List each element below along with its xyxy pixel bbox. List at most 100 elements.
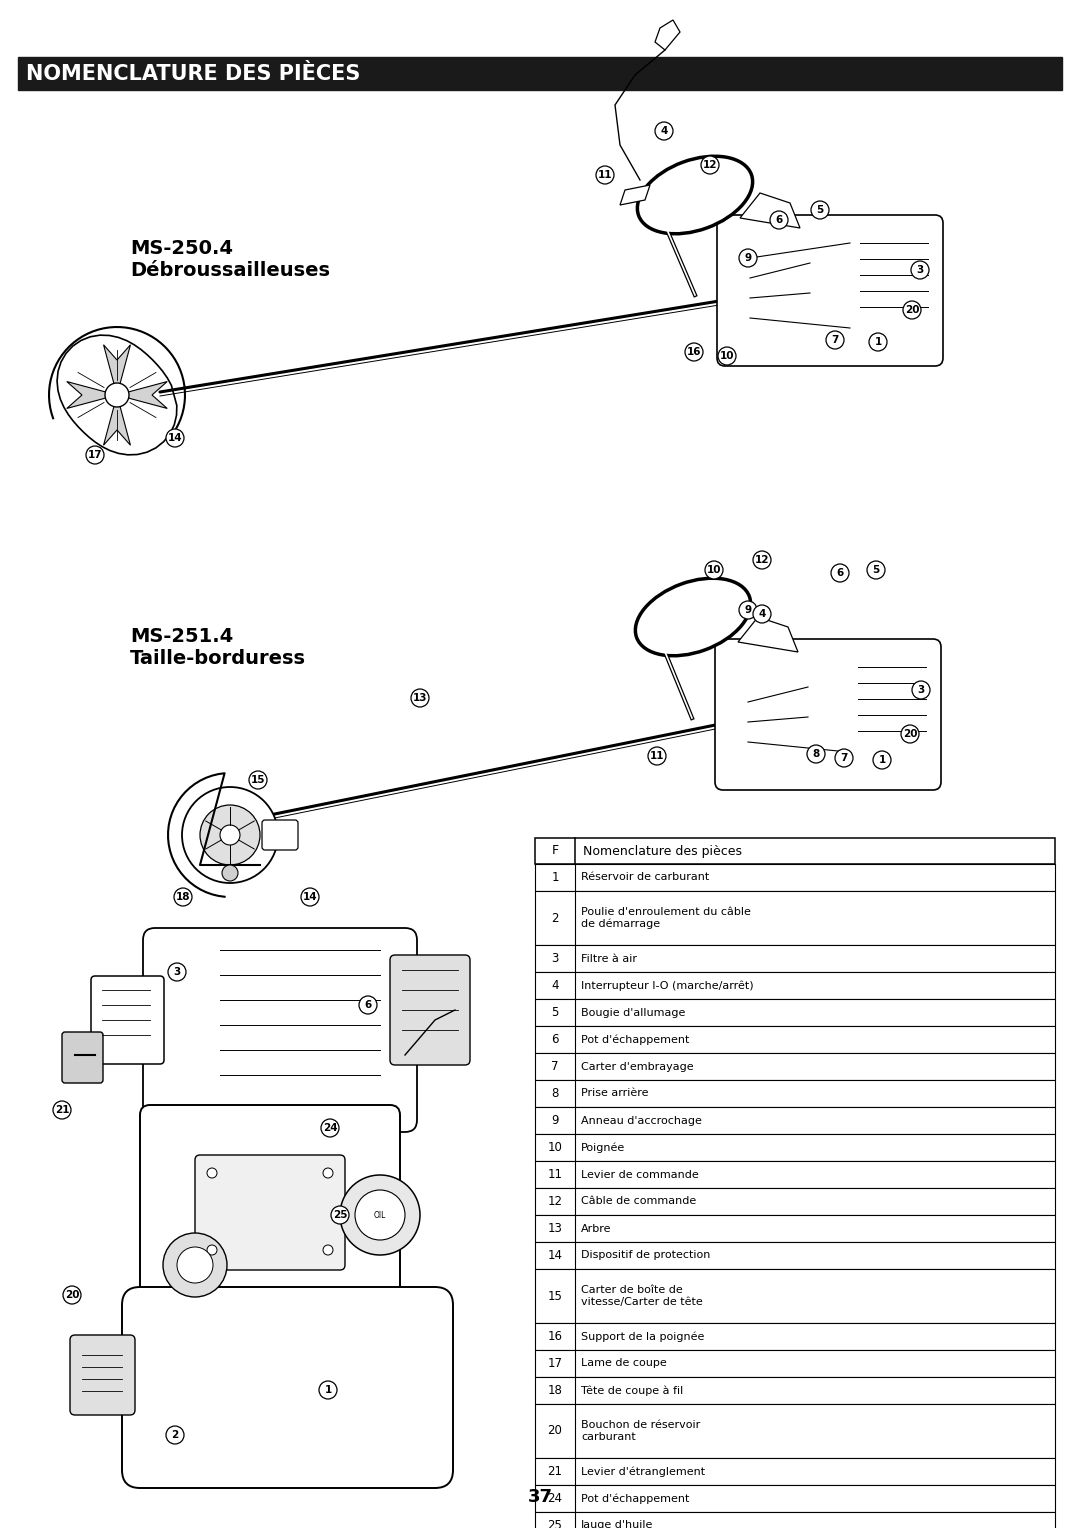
Text: Bouchon de réservoir
carburant: Bouchon de réservoir carburant	[581, 1420, 700, 1442]
Text: 20: 20	[903, 729, 917, 740]
Circle shape	[168, 963, 186, 981]
Bar	[535, 1134, 1055, 1161]
Circle shape	[340, 1175, 420, 1254]
Bar	[535, 1323, 1055, 1351]
Text: 11: 11	[597, 170, 612, 180]
Text: 14: 14	[167, 432, 183, 443]
Circle shape	[53, 1102, 71, 1118]
Circle shape	[183, 787, 278, 883]
Text: 20: 20	[905, 306, 919, 315]
Polygon shape	[57, 335, 177, 455]
Text: 6: 6	[364, 999, 372, 1010]
Text: Jauge d'huile: Jauge d'huile	[581, 1520, 653, 1528]
Circle shape	[770, 211, 788, 229]
Circle shape	[177, 1247, 213, 1284]
Text: OIL: OIL	[374, 1210, 387, 1219]
Circle shape	[753, 552, 771, 568]
Polygon shape	[104, 345, 131, 396]
FancyBboxPatch shape	[390, 955, 470, 1065]
Bar	[535, 1187, 1055, 1215]
Text: 10: 10	[719, 351, 734, 361]
Text: Débroussailleuses: Débroussailleuses	[130, 260, 330, 280]
Text: Poulie d'enroulement du câble
de démarrage: Poulie d'enroulement du câble de démarra…	[581, 906, 751, 929]
Bar	[535, 944, 1055, 972]
Text: 20: 20	[548, 1424, 563, 1438]
Circle shape	[701, 156, 719, 174]
Text: Prise arrière: Prise arrière	[581, 1088, 648, 1099]
Bar	[535, 1053, 1055, 1080]
Bar	[535, 1242, 1055, 1268]
FancyBboxPatch shape	[717, 215, 943, 367]
Text: Réservoir de carburant: Réservoir de carburant	[581, 872, 710, 883]
Polygon shape	[117, 382, 167, 408]
FancyBboxPatch shape	[195, 1155, 345, 1270]
Text: 9: 9	[744, 254, 752, 263]
Circle shape	[207, 1245, 217, 1254]
FancyBboxPatch shape	[140, 1105, 400, 1300]
Text: 1: 1	[875, 338, 881, 347]
Text: Pot d'échappement: Pot d'échappement	[581, 1034, 689, 1045]
Text: 7: 7	[832, 335, 839, 345]
Circle shape	[718, 347, 735, 365]
Circle shape	[901, 724, 919, 743]
Text: 14: 14	[302, 892, 318, 902]
Circle shape	[323, 1245, 333, 1254]
Bar	[535, 1485, 1055, 1513]
Bar	[535, 1080, 1055, 1106]
Polygon shape	[738, 617, 798, 652]
Bar	[535, 1458, 1055, 1485]
Polygon shape	[740, 193, 800, 228]
Text: 3: 3	[551, 952, 558, 966]
Text: Pot d'échappement: Pot d'échappement	[581, 1493, 689, 1504]
Circle shape	[705, 561, 723, 579]
Text: 21: 21	[55, 1105, 69, 1115]
Text: 6: 6	[836, 568, 843, 578]
Circle shape	[330, 1206, 349, 1224]
FancyBboxPatch shape	[70, 1335, 135, 1415]
Circle shape	[359, 996, 377, 1015]
Text: 10: 10	[548, 1141, 563, 1154]
Circle shape	[411, 689, 429, 707]
Text: 24: 24	[548, 1491, 563, 1505]
Text: 4: 4	[758, 610, 766, 619]
Text: NOMENCLATURE DES PIÈCES: NOMENCLATURE DES PIÈCES	[26, 64, 361, 84]
Circle shape	[323, 1167, 333, 1178]
Text: 21: 21	[548, 1465, 563, 1478]
Text: 9: 9	[744, 605, 752, 614]
Bar	[535, 1025, 1055, 1053]
Circle shape	[807, 746, 825, 762]
Text: Nomenclature des pièces: Nomenclature des pièces	[583, 845, 742, 857]
Text: Levier d'étranglement: Levier d'étranglement	[581, 1467, 705, 1476]
Text: 12: 12	[755, 555, 769, 565]
Bar	[535, 1161, 1055, 1187]
Text: 1: 1	[324, 1384, 332, 1395]
Text: Taille-borduress: Taille-borduress	[130, 648, 306, 668]
Text: 14: 14	[548, 1248, 563, 1262]
Text: 17: 17	[548, 1357, 563, 1371]
Circle shape	[596, 167, 615, 183]
Ellipse shape	[637, 156, 753, 234]
Text: 37: 37	[527, 1488, 553, 1507]
Bar	[535, 1377, 1055, 1404]
Text: 3: 3	[917, 685, 924, 695]
Text: Carter d'embrayage: Carter d'embrayage	[581, 1062, 693, 1071]
Polygon shape	[104, 396, 131, 445]
Circle shape	[739, 249, 757, 267]
Circle shape	[220, 825, 240, 845]
Text: Lame de coupe: Lame de coupe	[581, 1358, 666, 1369]
Circle shape	[321, 1118, 339, 1137]
Text: 4: 4	[660, 125, 667, 136]
Text: 5: 5	[816, 205, 824, 215]
Text: 13: 13	[413, 694, 428, 703]
Circle shape	[753, 605, 771, 623]
FancyBboxPatch shape	[262, 821, 298, 850]
Text: Tête de coupe à fil: Tête de coupe à fil	[581, 1386, 684, 1395]
Text: 24: 24	[323, 1123, 337, 1132]
Text: 25: 25	[333, 1210, 348, 1219]
Circle shape	[222, 865, 238, 882]
FancyBboxPatch shape	[122, 1287, 453, 1488]
Text: 8: 8	[812, 749, 820, 759]
Text: 3: 3	[916, 264, 923, 275]
Text: Câble de commande: Câble de commande	[581, 1196, 697, 1207]
Circle shape	[355, 1190, 405, 1241]
